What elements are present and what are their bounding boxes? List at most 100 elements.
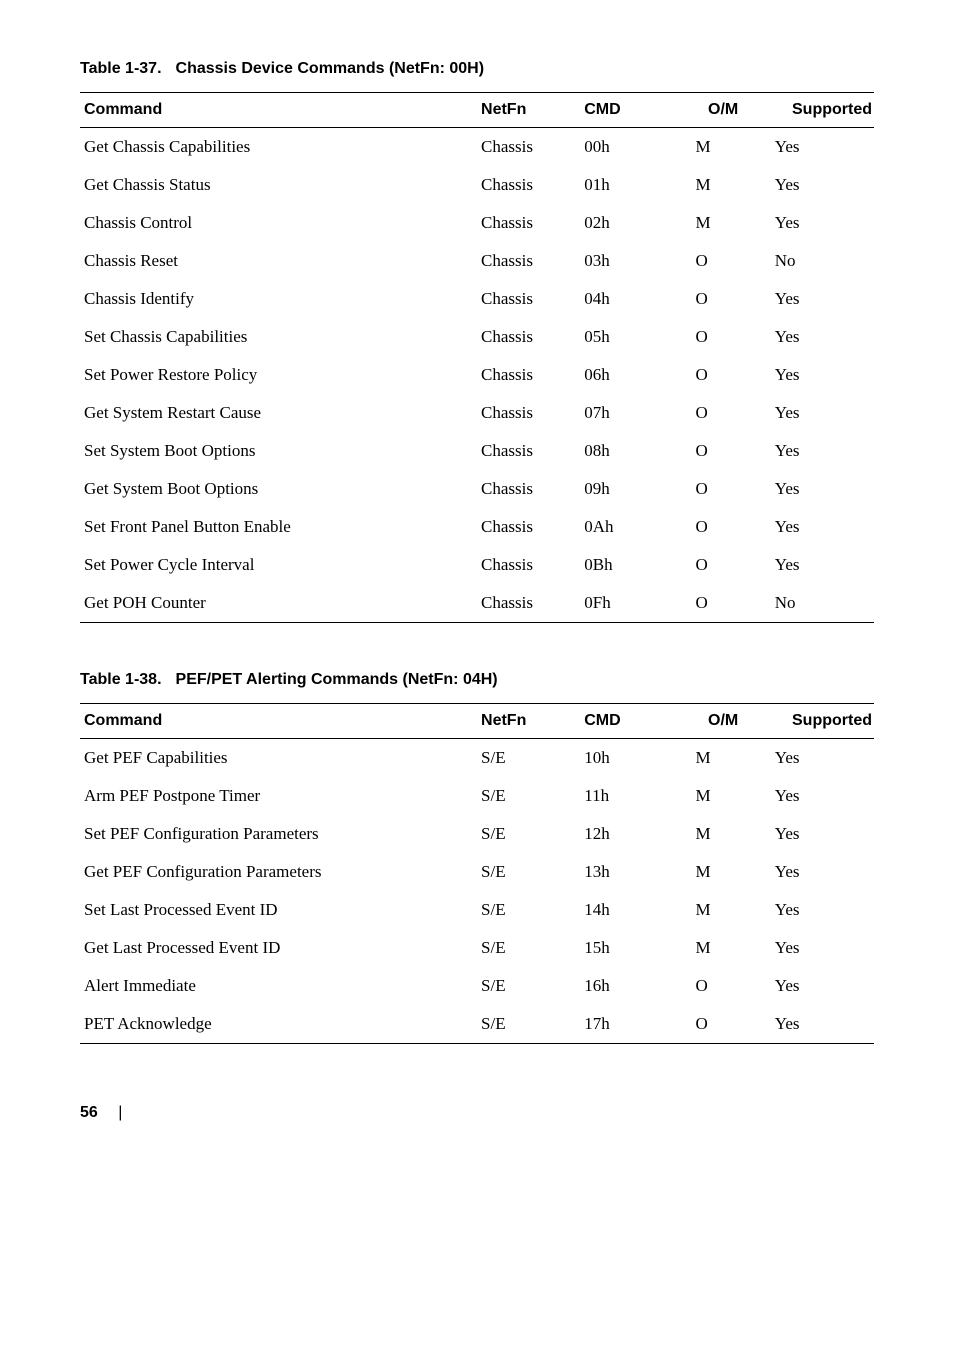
table-cell: 04h <box>580 280 675 318</box>
table-cell: Chassis <box>477 508 580 546</box>
column-header: O/M <box>676 93 771 128</box>
table-cell: Yes <box>771 432 874 470</box>
table-cell: Chassis <box>477 546 580 584</box>
table-title-prefix: Table 1-38. <box>80 671 162 688</box>
table-cell: Yes <box>771 318 874 356</box>
table-cell: 11h <box>580 777 675 815</box>
table-title-text: PEF/PET Alerting Commands (NetFn: 04H) <box>176 671 498 688</box>
table-cell: O <box>676 356 771 394</box>
table-cell: 0Fh <box>580 584 675 623</box>
table-cell: Yes <box>771 166 874 204</box>
table-cell: Chassis Reset <box>80 242 477 280</box>
table-cell: 13h <box>580 853 675 891</box>
table-cell: Chassis <box>477 318 580 356</box>
table-cell: Set System Boot Options <box>80 432 477 470</box>
table-cell: S/E <box>477 929 580 967</box>
table-cell: Chassis <box>477 128 580 167</box>
table-cell: Yes <box>771 470 874 508</box>
table-cell: Yes <box>771 815 874 853</box>
table-cell: Yes <box>771 546 874 584</box>
table-cell: 16h <box>580 967 675 1005</box>
table-cell: Yes <box>771 394 874 432</box>
table-cell: Set PEF Configuration Parameters <box>80 815 477 853</box>
column-header: CMD <box>580 704 675 739</box>
table-cell: Chassis <box>477 432 580 470</box>
table-cell: Yes <box>771 204 874 242</box>
table-row: Set PEF Configuration ParametersS/E12hMY… <box>80 815 874 853</box>
table-row: Set System Boot OptionsChassis08hOYes <box>80 432 874 470</box>
table-cell: O <box>676 470 771 508</box>
table-cell: Set Chassis Capabilities <box>80 318 477 356</box>
table-cell: Set Power Restore Policy <box>80 356 477 394</box>
data-table: CommandNetFnCMDO/MSupportedGet Chassis C… <box>80 92 874 623</box>
table-row: Set Power Restore PolicyChassis06hOYes <box>80 356 874 394</box>
table-cell: Yes <box>771 891 874 929</box>
column-header: CMD <box>580 93 675 128</box>
table-title: Table 1-38. PEF/PET Alerting Commands (Ne… <box>80 671 874 689</box>
table-cell: Chassis <box>477 394 580 432</box>
table-cell: Yes <box>771 280 874 318</box>
table-row: Get Chassis CapabilitiesChassis00hMYes <box>80 128 874 167</box>
table-cell: Get POH Counter <box>80 584 477 623</box>
table-cell: Yes <box>771 967 874 1005</box>
table-cell: Chassis <box>477 356 580 394</box>
table-cell: 01h <box>580 166 675 204</box>
table-row: Set Last Processed Event IDS/E14hMYes <box>80 891 874 929</box>
table-cell: Get Last Processed Event ID <box>80 929 477 967</box>
table-cell: Chassis Identify <box>80 280 477 318</box>
table-cell: Chassis <box>477 242 580 280</box>
table-row: Get System Boot OptionsChassis09hOYes <box>80 470 874 508</box>
table-cell: S/E <box>477 967 580 1005</box>
table-cell: PET Acknowledge <box>80 1005 477 1044</box>
table-cell: Yes <box>771 1005 874 1044</box>
column-header: O/M <box>676 704 771 739</box>
table-cell: Yes <box>771 128 874 167</box>
table-cell: 14h <box>580 891 675 929</box>
data-table: CommandNetFnCMDO/MSupportedGet PEF Capab… <box>80 703 874 1044</box>
table-cell: O <box>676 508 771 546</box>
table-cell: Set Last Processed Event ID <box>80 891 477 929</box>
table-cell: Set Front Panel Button Enable <box>80 508 477 546</box>
table-cell: M <box>676 815 771 853</box>
column-header: Supported <box>771 704 874 739</box>
table-cell: M <box>676 777 771 815</box>
table-cell: Get System Boot Options <box>80 470 477 508</box>
table-cell: 03h <box>580 242 675 280</box>
table-row: PET AcknowledgeS/E17hOYes <box>80 1005 874 1044</box>
table-row: Set Power Cycle IntervalChassis0BhOYes <box>80 546 874 584</box>
table-cell: 0Bh <box>580 546 675 584</box>
table-title-prefix: Table 1-37. <box>80 60 162 77</box>
table-cell: M <box>676 929 771 967</box>
table-cell: Get Chassis Capabilities <box>80 128 477 167</box>
column-header: Command <box>80 93 477 128</box>
table-cell: 0Ah <box>580 508 675 546</box>
table-cell: 08h <box>580 432 675 470</box>
table-cell: S/E <box>477 777 580 815</box>
table-cell: O <box>676 584 771 623</box>
table-cell: Yes <box>771 929 874 967</box>
table-cell: O <box>676 394 771 432</box>
column-header: NetFn <box>477 93 580 128</box>
table-cell: Yes <box>771 508 874 546</box>
column-header: Supported <box>771 93 874 128</box>
table-cell: Chassis <box>477 584 580 623</box>
table-cell: 10h <box>580 739 675 778</box>
table-cell: O <box>676 967 771 1005</box>
table-row: Alert ImmediateS/E16hOYes <box>80 967 874 1005</box>
table-row: Get Last Processed Event IDS/E15hMYes <box>80 929 874 967</box>
table-cell: Arm PEF Postpone Timer <box>80 777 477 815</box>
column-header: NetFn <box>477 704 580 739</box>
table-cell: 06h <box>580 356 675 394</box>
table-row: Set Front Panel Button EnableChassis0AhO… <box>80 508 874 546</box>
table-cell: 12h <box>580 815 675 853</box>
table-row: Chassis ResetChassis03hONo <box>80 242 874 280</box>
table-row: Get PEF Configuration ParametersS/E13hMY… <box>80 853 874 891</box>
table-row: Arm PEF Postpone TimerS/E11hMYes <box>80 777 874 815</box>
table-cell: M <box>676 891 771 929</box>
table-title: Table 1-37.Chassis Device Commands (NetF… <box>80 60 874 78</box>
column-header: Command <box>80 704 477 739</box>
table-row: Chassis IdentifyChassis04hOYes <box>80 280 874 318</box>
table-cell: O <box>676 242 771 280</box>
table-cell: M <box>676 128 771 167</box>
table-cell: Get Chassis Status <box>80 166 477 204</box>
